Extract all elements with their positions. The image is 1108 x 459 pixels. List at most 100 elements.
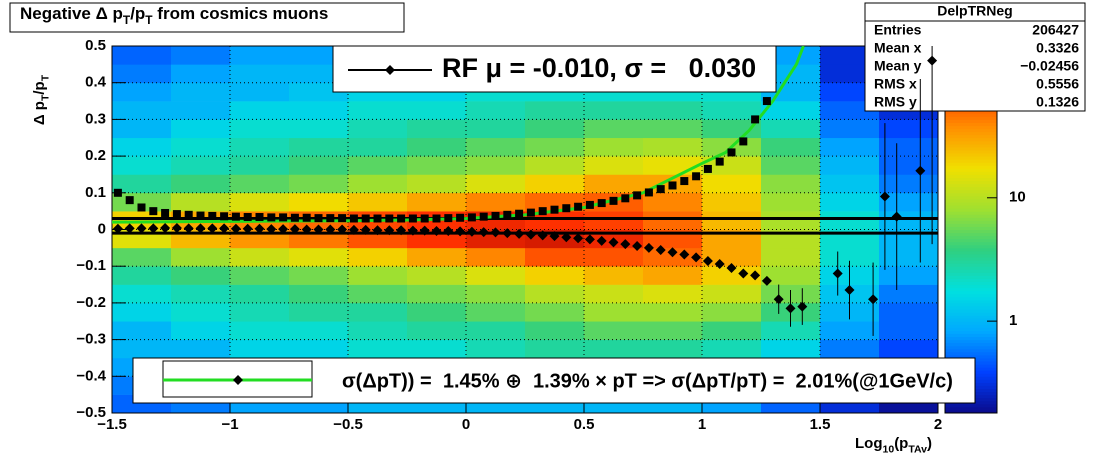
heatmap-cell <box>761 266 821 285</box>
heatmap-cell <box>348 156 408 175</box>
heatmap-cell <box>702 321 762 340</box>
chart-title: Negative Δ pT/pT from cosmics muons <box>20 4 328 27</box>
rms-marker <box>515 209 524 218</box>
profile-marker <box>242 223 253 234</box>
profile-marker <box>608 237 619 248</box>
y-tick-label: −0.1 <box>76 257 106 274</box>
palette-step <box>945 241 997 246</box>
y-tick-label: −0.2 <box>76 294 106 311</box>
text-part: /p <box>31 81 48 94</box>
palette-step <box>945 226 997 230</box>
legend-text: σ(ΔpT)) = 1.45% ⊕ 1.39% × pT => σ(ΔpT/pT… <box>342 370 953 392</box>
palette-step <box>945 281 997 286</box>
palette-step <box>945 214 997 218</box>
heatmap-cell <box>112 266 172 285</box>
palette-step <box>945 348 997 353</box>
rms-marker <box>361 214 370 223</box>
y-tick-label: −0.5 <box>76 404 106 421</box>
rms-marker <box>149 207 158 216</box>
heatmap-cell <box>820 46 880 65</box>
heatmap-cell <box>171 321 231 340</box>
profile-marker <box>136 223 147 234</box>
heatmap-cell <box>525 174 585 194</box>
heatmap-cell <box>171 339 231 359</box>
palette-step <box>945 168 997 172</box>
profile-marker <box>195 223 206 234</box>
heatmap-cell <box>407 101 467 120</box>
profile-marker <box>584 234 595 245</box>
palette-step <box>945 244 997 249</box>
heatmap-cell <box>466 247 526 267</box>
subscript: T <box>39 94 51 101</box>
palette-step <box>945 189 997 194</box>
profile-marker <box>549 231 560 242</box>
palette-step <box>945 131 997 136</box>
heatmap-cell <box>761 211 821 230</box>
heatmap-cell <box>702 339 762 359</box>
heatmap-cell <box>820 211 880 230</box>
profile-marker <box>337 224 348 235</box>
rms-marker <box>184 210 193 219</box>
text-part: Δ p <box>31 101 48 125</box>
profile-marker <box>443 225 454 236</box>
palette-step <box>945 257 997 261</box>
palette-step <box>945 403 997 408</box>
rms-marker <box>467 213 476 222</box>
rms-marker <box>680 177 689 186</box>
rms-marker <box>397 214 406 223</box>
rms-marker <box>668 181 677 190</box>
heatmap-cell <box>466 174 526 194</box>
heatmap-cell <box>466 137 526 157</box>
heatmap-cell <box>525 211 585 230</box>
rms-marker <box>220 212 229 221</box>
rms-marker <box>196 211 205 220</box>
heatmap-cell <box>525 284 585 304</box>
heatmap-cell <box>879 339 938 359</box>
heatmap-cell <box>584 101 644 120</box>
heatmap-cell <box>525 302 585 322</box>
palette-step <box>945 195 997 200</box>
heatmap-cell <box>348 339 408 359</box>
heatmap-cell <box>584 174 644 194</box>
palette-step <box>945 250 997 255</box>
z-tick-label: 10 <box>1009 189 1026 206</box>
heatmap-cell <box>171 156 231 175</box>
heatmap-cell <box>407 284 467 304</box>
heatmap-cell <box>230 101 290 120</box>
rms-marker <box>208 211 217 220</box>
heatmap-cell <box>820 64 880 83</box>
heatmap-cell <box>289 321 349 340</box>
heatmap-cell <box>407 137 467 157</box>
legend-marker <box>385 65 395 75</box>
x-tick-label: 0 <box>462 416 470 433</box>
x-tick-label: 2 <box>934 416 942 433</box>
x-tick-label: 1 <box>698 416 706 433</box>
rms-marker <box>161 208 170 217</box>
heatmap-cell <box>702 247 762 267</box>
heatmap-cell <box>407 247 467 267</box>
profile-marker <box>832 268 843 279</box>
heatmap-cell <box>112 64 172 83</box>
palette-step <box>945 137 997 142</box>
heatmap-cell <box>643 119 703 139</box>
heatmap-cell <box>879 211 938 230</box>
palette-step <box>945 205 997 209</box>
profile-marker <box>761 275 772 286</box>
palette-step <box>945 333 997 338</box>
heatmap-cell <box>289 192 349 212</box>
heatmap-cell <box>230 82 290 102</box>
heatmap-cell <box>348 119 408 139</box>
heatmap-cell <box>407 339 467 359</box>
heatmap-cell <box>466 266 526 285</box>
heatmap-cell <box>761 174 821 194</box>
heatmap-cell <box>171 46 231 65</box>
palette-step <box>945 171 997 175</box>
rms-marker <box>338 214 347 223</box>
heatmap-cell <box>289 156 349 175</box>
heatmap-cell <box>348 174 408 194</box>
palette-step <box>945 339 997 344</box>
subscript: T <box>145 13 153 27</box>
y-tick-label: 0 <box>98 220 106 237</box>
rms-marker <box>562 204 571 213</box>
palette-step <box>945 134 997 139</box>
